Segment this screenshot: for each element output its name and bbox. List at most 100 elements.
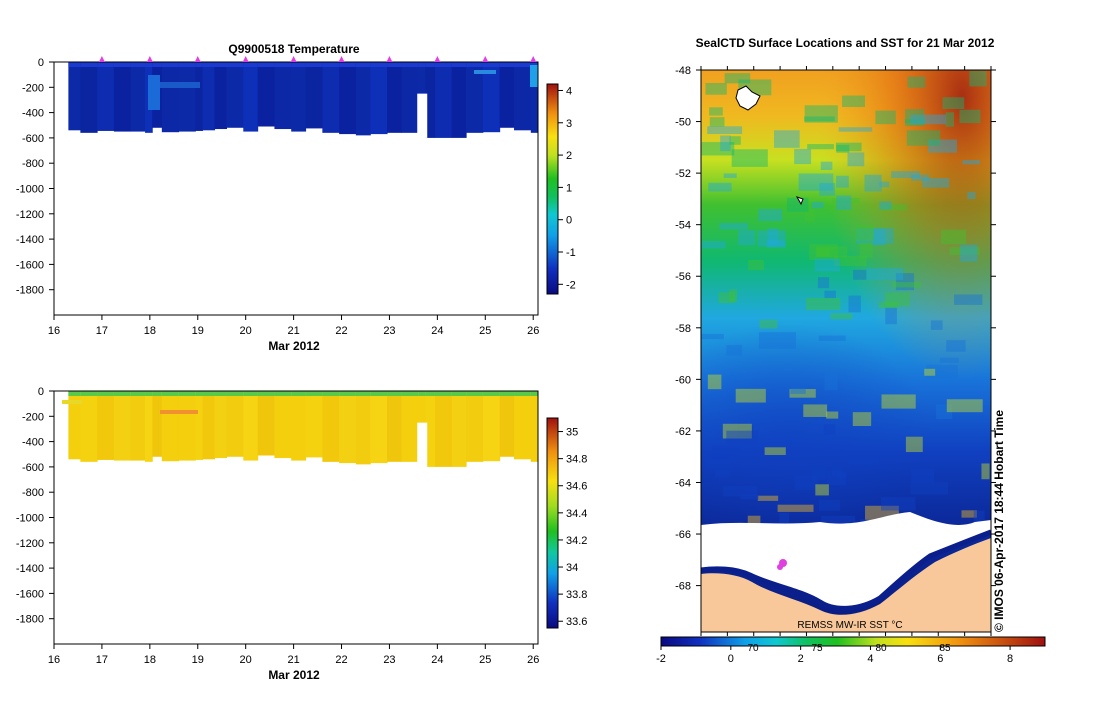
sst-texture (884, 292, 910, 307)
sst-texture (818, 335, 846, 341)
surface-layer (145, 391, 153, 396)
surface-layer (530, 391, 539, 396)
sst-texture (707, 126, 743, 134)
surface-position-marker (338, 56, 345, 62)
sst-texture (827, 470, 846, 486)
x-tick-label: 18 (144, 654, 156, 666)
profile-column (451, 391, 467, 467)
x-tick-label: 24 (431, 325, 443, 337)
sst-texture (757, 230, 786, 247)
surface-layer (68, 391, 81, 396)
sst-colorbar-overlay-label: 70 (747, 643, 759, 654)
profile-column (257, 391, 275, 456)
sst-texture (773, 130, 800, 148)
profile-column (195, 62, 204, 131)
y-tick-label: -1600 (16, 588, 44, 600)
sst-texture (961, 510, 977, 518)
surface-position-marker (194, 56, 201, 62)
sst-texture (831, 467, 842, 477)
surface-layer (401, 62, 419, 67)
sst-texture (878, 301, 899, 309)
sst-texture (714, 469, 731, 478)
sst-texture (757, 495, 779, 501)
surface-layer (97, 62, 115, 67)
surface-layer (226, 62, 244, 67)
data-gap (417, 93, 428, 138)
sst-texture (879, 181, 890, 188)
sst-texture (936, 404, 953, 420)
surface-position-marker (242, 56, 249, 62)
sst-texture (954, 294, 983, 305)
sst-texture (804, 116, 835, 122)
sst-texture (949, 247, 980, 255)
sst-texture (816, 247, 830, 257)
surface-layer (339, 62, 357, 67)
profile-column (243, 391, 259, 461)
surface-layer (243, 62, 259, 67)
sst-texture (779, 512, 789, 528)
sst-colorbar-tick-label: -2 (656, 653, 666, 665)
warm-anomaly (160, 82, 200, 88)
x-tick-label: 23 (383, 325, 395, 337)
profile-column (530, 62, 539, 133)
sst-texture (959, 109, 981, 124)
sst-texture (723, 486, 757, 497)
sst-texture (777, 504, 814, 512)
surface-layer (322, 391, 340, 396)
profile-column (214, 391, 228, 459)
surface-layer (152, 62, 163, 67)
x-tick-label: 20 (240, 654, 252, 666)
y-tick-label: -1400 (16, 234, 44, 246)
x-tick-label: 22 (335, 325, 347, 337)
y-tick-label: -600 (22, 133, 44, 145)
colorbar-tick-label: -1 (566, 247, 576, 259)
sst-texture (723, 173, 737, 178)
lat-tick-label: -52 (675, 168, 691, 180)
profile-column (226, 62, 244, 128)
sst-texture (910, 481, 948, 495)
y-tick-label: -800 (22, 487, 44, 499)
sst-texture (803, 404, 828, 417)
profile-column (305, 391, 323, 458)
sst-texture (946, 399, 983, 413)
surface-layer (113, 62, 132, 67)
profile-column (226, 391, 244, 457)
temperature-axis-ticks: 16 17 18 19 20 21 22 23 24 25 26 0 -200 -400 -600 -800 -… (16, 57, 539, 337)
y-tick-label: -200 (22, 82, 44, 94)
x-tick-label: 16 (48, 325, 60, 337)
surface-layer (178, 391, 196, 396)
surface-layer (257, 391, 275, 396)
sst-texture (881, 497, 916, 511)
sst-texture (719, 222, 749, 230)
sst-texture (939, 357, 959, 363)
colorbar-tick-label: 2 (566, 150, 572, 162)
profile-column (322, 62, 340, 133)
sst-texture (879, 201, 892, 210)
sst-texture (720, 135, 731, 152)
x-tick-label: 20 (240, 325, 252, 337)
sst-texture (815, 484, 829, 496)
sst-texture (758, 332, 796, 349)
surface-layer (274, 391, 292, 396)
surface-layer (482, 391, 501, 396)
surface-layer (322, 62, 340, 67)
lat-tick-label: -56 (675, 271, 691, 283)
sst-texture (705, 83, 727, 95)
sst-texture (738, 230, 756, 246)
sst-texture (790, 388, 806, 394)
sst-texture (892, 282, 922, 288)
sst-colorbar-tick-label: 6 (937, 653, 943, 665)
colorbar-tick-label: 34.4 (566, 508, 587, 520)
surface-layer (178, 62, 196, 67)
sst-texture (853, 269, 867, 280)
surface-position-marker (482, 56, 489, 62)
colorbar-tick-label: 0 (566, 215, 572, 227)
sst-texture (960, 244, 978, 262)
sea-ice-region (701, 512, 991, 609)
sst-texture (907, 76, 926, 88)
sst-texture (859, 242, 873, 258)
surface-position-marker (434, 56, 441, 62)
surface-layer (130, 62, 146, 67)
sst-texture (946, 340, 966, 352)
surface-layer (370, 391, 388, 396)
